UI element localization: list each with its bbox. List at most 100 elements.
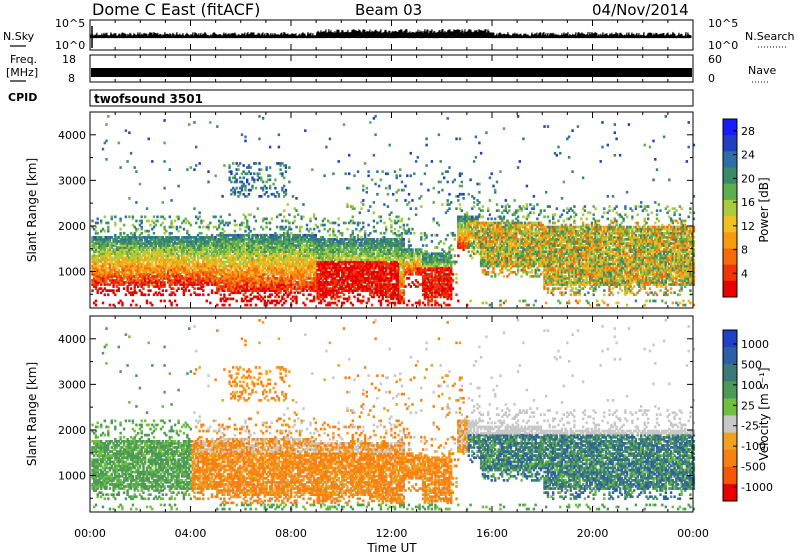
power-cell	[114, 236, 117, 239]
power-cell	[295, 197, 298, 200]
power-cell	[138, 279, 142, 282]
power-cell	[195, 244, 198, 247]
power-cell	[147, 277, 150, 280]
power-cell	[312, 213, 316, 217]
power-cell	[181, 250, 184, 253]
power-cell	[161, 215, 164, 219]
power-cell	[191, 244, 194, 247]
power-cell	[235, 223, 238, 227]
nsky-trace	[90, 28, 692, 39]
power-cell	[100, 279, 103, 282]
power-cell	[186, 264, 189, 268]
power-cell	[138, 256, 142, 260]
power-cell	[196, 264, 200, 268]
power-cell	[103, 244, 106, 247]
power-cell	[161, 289, 164, 292]
power-cell	[193, 277, 196, 280]
power-cell	[163, 231, 166, 235]
power-cell	[305, 297, 309, 301]
power-cell	[186, 244, 189, 247]
power-cell	[172, 242, 175, 245]
power-cell	[177, 268, 180, 272]
power-cell	[163, 119, 166, 122]
power-cell	[151, 242, 154, 245]
power-cell	[358, 221, 361, 225]
power-cell	[182, 291, 186, 295]
power-cell	[184, 289, 187, 292]
power-cell	[166, 252, 170, 256]
power-cell	[189, 283, 193, 286]
power-cell	[177, 236, 180, 239]
power-cell	[128, 277, 131, 280]
power-cell	[209, 270, 212, 274]
power-cell	[142, 248, 145, 251]
power-cell	[93, 266, 96, 270]
power-cell	[166, 266, 170, 270]
power-cell	[170, 264, 173, 268]
power-cell	[268, 227, 272, 231]
power-cell	[147, 289, 150, 292]
power-cell	[374, 115, 377, 118]
power-cell	[144, 246, 147, 249]
power-cell	[135, 246, 138, 249]
power-cell	[145, 250, 149, 253]
power-cell	[100, 256, 103, 260]
power-cell	[126, 275, 129, 278]
power-cell	[149, 272, 152, 276]
power-cell	[193, 262, 196, 266]
power-cell	[124, 248, 128, 251]
power-cell	[121, 279, 124, 282]
power-cell	[348, 295, 351, 299]
power-cell	[96, 268, 99, 272]
power-cell	[173, 238, 177, 241]
power-cell	[254, 303, 258, 307]
power-cell	[91, 225, 94, 229]
power-cell	[179, 281, 182, 284]
power-cell	[363, 162, 367, 165]
power-cell	[163, 227, 166, 231]
power-cell	[390, 211, 393, 215]
power-cell	[261, 180, 265, 184]
power-cell	[184, 272, 187, 276]
power-cell	[191, 275, 194, 278]
power-cell	[158, 250, 161, 253]
power-cell	[156, 268, 159, 272]
power-cell	[242, 164, 245, 167]
power-cell	[256, 207, 259, 210]
power-cell	[283, 209, 286, 212]
power-cell	[98, 248, 101, 251]
power-cell	[100, 252, 103, 256]
power-cell	[154, 260, 157, 264]
power-cell	[166, 250, 170, 253]
power-cell	[163, 283, 166, 286]
power-cell	[168, 293, 171, 297]
power-cell	[191, 283, 194, 286]
power-cell	[103, 287, 106, 290]
power-cell	[202, 254, 205, 258]
power-cell	[112, 275, 115, 278]
power-cell	[173, 242, 177, 245]
power-cell	[232, 297, 235, 301]
power-cell	[281, 219, 284, 223]
power-cell	[246, 219, 249, 223]
power-cell	[181, 254, 184, 258]
power-cell	[98, 244, 101, 247]
power-cell	[93, 256, 96, 260]
power-cell	[207, 238, 210, 241]
power-cell	[96, 262, 99, 266]
power-cell	[129, 250, 133, 253]
power-cell	[390, 219, 393, 223]
power-cell	[108, 238, 112, 241]
power-cell	[149, 256, 152, 260]
power-cell	[182, 236, 186, 239]
power-cell	[202, 293, 205, 297]
power-cell	[181, 244, 184, 247]
freq-min-label: 8	[68, 72, 75, 85]
power-cell	[145, 252, 149, 256]
power-cell	[193, 291, 196, 295]
power-cell	[108, 268, 112, 272]
power-cell	[305, 223, 309, 227]
power-cell	[107, 248, 110, 251]
power-cell	[156, 254, 159, 258]
power-cell	[191, 242, 194, 245]
